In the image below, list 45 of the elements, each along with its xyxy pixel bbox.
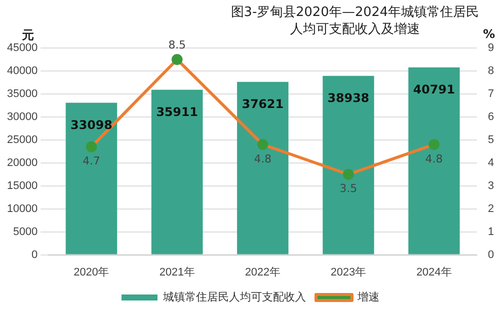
y-tick-label: 45000 (6, 42, 38, 54)
y2-axis-title: % (483, 27, 496, 41)
x-tick-label: 2023年 (330, 266, 366, 278)
y-tick-label: 15000 (6, 180, 38, 192)
y2-tick-label: 1 (488, 226, 494, 238)
y2-tick-label: 3 (488, 180, 494, 192)
y-tick-label: 20000 (6, 156, 38, 169)
legend-label: 城镇常住居民人均可支配收入 (162, 290, 306, 304)
data-label: 4.8 (425, 152, 443, 166)
chart-title: 图3-罗甸县2020年—2024年城镇常住居民人均可支配收入及增速 (230, 5, 480, 37)
y-tick-label: 5000 (13, 226, 38, 238)
data-label: 4.8 (254, 152, 272, 166)
data-label: 38938 (328, 90, 370, 105)
y2-tick-label: 9 (488, 42, 494, 54)
x-tick-label: 2022年 (244, 266, 280, 278)
bar (237, 82, 288, 254)
data-label: 4.7 (82, 154, 100, 168)
y-axis-title: 元 (22, 27, 34, 43)
data-label: 40791 (413, 82, 455, 96)
data-label: 8.5 (168, 38, 186, 52)
y2-tick-label: 5 (488, 134, 494, 146)
data-label: 37621 (242, 97, 284, 112)
bar (322, 76, 374, 254)
y2-tick-label: 2 (488, 202, 494, 215)
y2-tick-label: 8 (488, 65, 494, 78)
y-tick-label: 30000 (6, 110, 38, 123)
y-tick-label: 35000 (6, 88, 38, 100)
legend-label: 增速 (356, 290, 380, 304)
y2-tick-label: 4 (488, 156, 494, 169)
bar (151, 90, 203, 254)
x-tick-label: 2021年 (159, 266, 195, 278)
y-tick-label: 40000 (6, 65, 38, 78)
y-tick-label: 10000 (6, 202, 38, 215)
data-label: 3.5 (340, 182, 358, 196)
x-tick-label: 2024年 (416, 266, 452, 278)
data-label: 33098 (70, 118, 112, 132)
y2-tick-label: 7 (488, 88, 494, 100)
y2-tick-label: 0 (488, 248, 494, 261)
x-tick-label: 2020年 (74, 266, 110, 278)
y-tick-label: 0 (31, 248, 38, 261)
y-tick-label: 25000 (6, 134, 38, 146)
bar (408, 67, 460, 254)
bar (66, 102, 118, 254)
y2-tick-label: 6 (488, 110, 494, 123)
data-label: 35911 (156, 104, 198, 119)
